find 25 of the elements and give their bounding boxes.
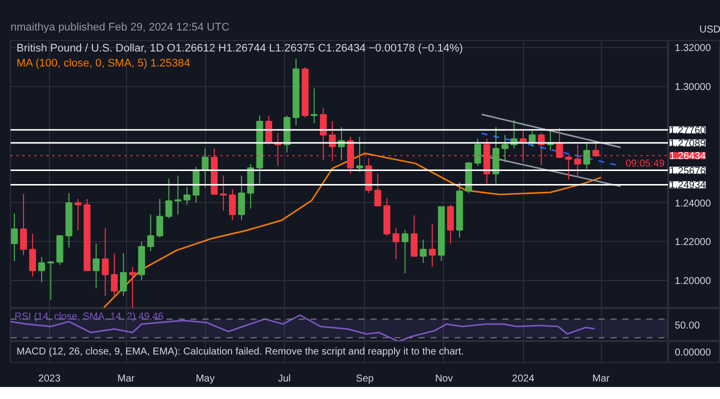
text: 0.00000 bbox=[674, 348, 712, 358]
y-tick-label: 1.30000 bbox=[674, 82, 712, 93]
y-tick-label: 1.32000 bbox=[674, 43, 712, 54]
x-tick-label: Sep bbox=[356, 374, 374, 384]
text: 50.00 bbox=[674, 320, 700, 332]
text: USD bbox=[699, 24, 720, 36]
text: MA (100, close, 0, SMA, 5) 1.25384 bbox=[16, 58, 190, 70]
x-tick-label: 2023 bbox=[38, 374, 61, 384]
ref-line-label: 1.27760 bbox=[670, 125, 706, 136]
x-tick-label: Nov bbox=[435, 374, 453, 384]
y-tick-label: 1.20000 bbox=[674, 276, 712, 287]
y-tick-label: 1.22000 bbox=[674, 237, 712, 248]
ref-line-label: 1.25676 bbox=[670, 166, 706, 177]
annotation: 09:05:49 bbox=[626, 158, 665, 170]
y-tick-label: 1.24000 bbox=[674, 198, 712, 210]
text: nmaithya published Feb 29, 2024 12:54 UTC bbox=[10, 22, 230, 34]
x-tick-label: Mar bbox=[117, 374, 136, 384]
text: MACD (12, 26, close, 9, EMA, EMA): Calculation failed. Remove the script and reapply it to the chart. bbox=[16, 346, 464, 358]
x-tick-label: Jul bbox=[278, 374, 291, 384]
ref-line-label: 1.27089 bbox=[670, 138, 706, 150]
ref-line-label: 1.24934 bbox=[670, 180, 706, 192]
x-tick-label: Mar bbox=[592, 374, 610, 384]
x-tick-label: 2024 bbox=[512, 374, 535, 384]
x-tick-label: May bbox=[196, 374, 215, 384]
chart-title: British Pound / U.S. Dollar, 1D O1.26612 H1.26744 L1.26375 C1.26434 −0.00178 (−0.14%) bbox=[16, 42, 463, 54]
